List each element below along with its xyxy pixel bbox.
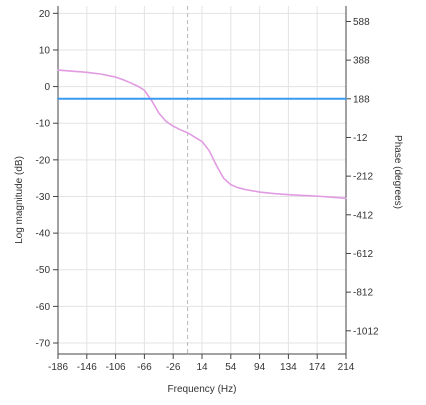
y-axis-label-right: Phase (degrees) (392, 135, 403, 209)
right-tick-label: 588 (353, 17, 370, 28)
left-tick-label: -20 (36, 155, 51, 166)
right-tick-label: 188 (353, 94, 370, 105)
left-tick-label: -10 (36, 119, 51, 130)
right-tick-label: -12 (353, 133, 368, 144)
x-tick-label: -26 (166, 362, 181, 373)
x-tick-label: 214 (338, 362, 355, 373)
x-tick-label: 174 (309, 362, 326, 373)
right-tick-label: -812 (353, 288, 373, 299)
right-tick-label: -412 (353, 210, 373, 221)
right-tick-label: -212 (353, 172, 373, 183)
axes-layer (53, 6, 351, 359)
left-tick-label: -40 (36, 229, 51, 240)
x-tick-label: -106 (106, 362, 126, 373)
x-tick-label: -146 (77, 362, 97, 373)
x-tick-label: 14 (196, 362, 208, 373)
left-tick-label: 10 (39, 45, 51, 56)
x-tick-label: 134 (280, 362, 297, 373)
right-tick-label: -612 (353, 249, 373, 260)
left-tick-label: 0 (44, 82, 50, 93)
x-tick-label: 94 (254, 362, 266, 373)
x-tick-label: -186 (48, 362, 68, 373)
left-tick-label: -60 (36, 302, 51, 313)
label-layer: Frequency (Hz) Log magnitude (dB) Phase … (14, 9, 403, 395)
x-tick-label: 54 (225, 362, 237, 373)
grid-layer (57, 6, 347, 354)
right-tick-label: 388 (353, 56, 370, 67)
series-layer (57, 69, 347, 200)
left-tick-label: 20 (39, 9, 51, 20)
left-tick-label: -70 (36, 339, 51, 350)
y-axis-label-left: Log magnitude (dB) (14, 156, 25, 244)
x-axis-label: Frequency (Hz) (168, 384, 237, 395)
left-tick-label: -30 (36, 192, 51, 203)
left-tick-label: -50 (36, 265, 51, 276)
magnitude-series-line (57, 69, 347, 200)
x-tick-label: -66 (137, 362, 152, 373)
right-tick-label: -1012 (353, 326, 379, 337)
